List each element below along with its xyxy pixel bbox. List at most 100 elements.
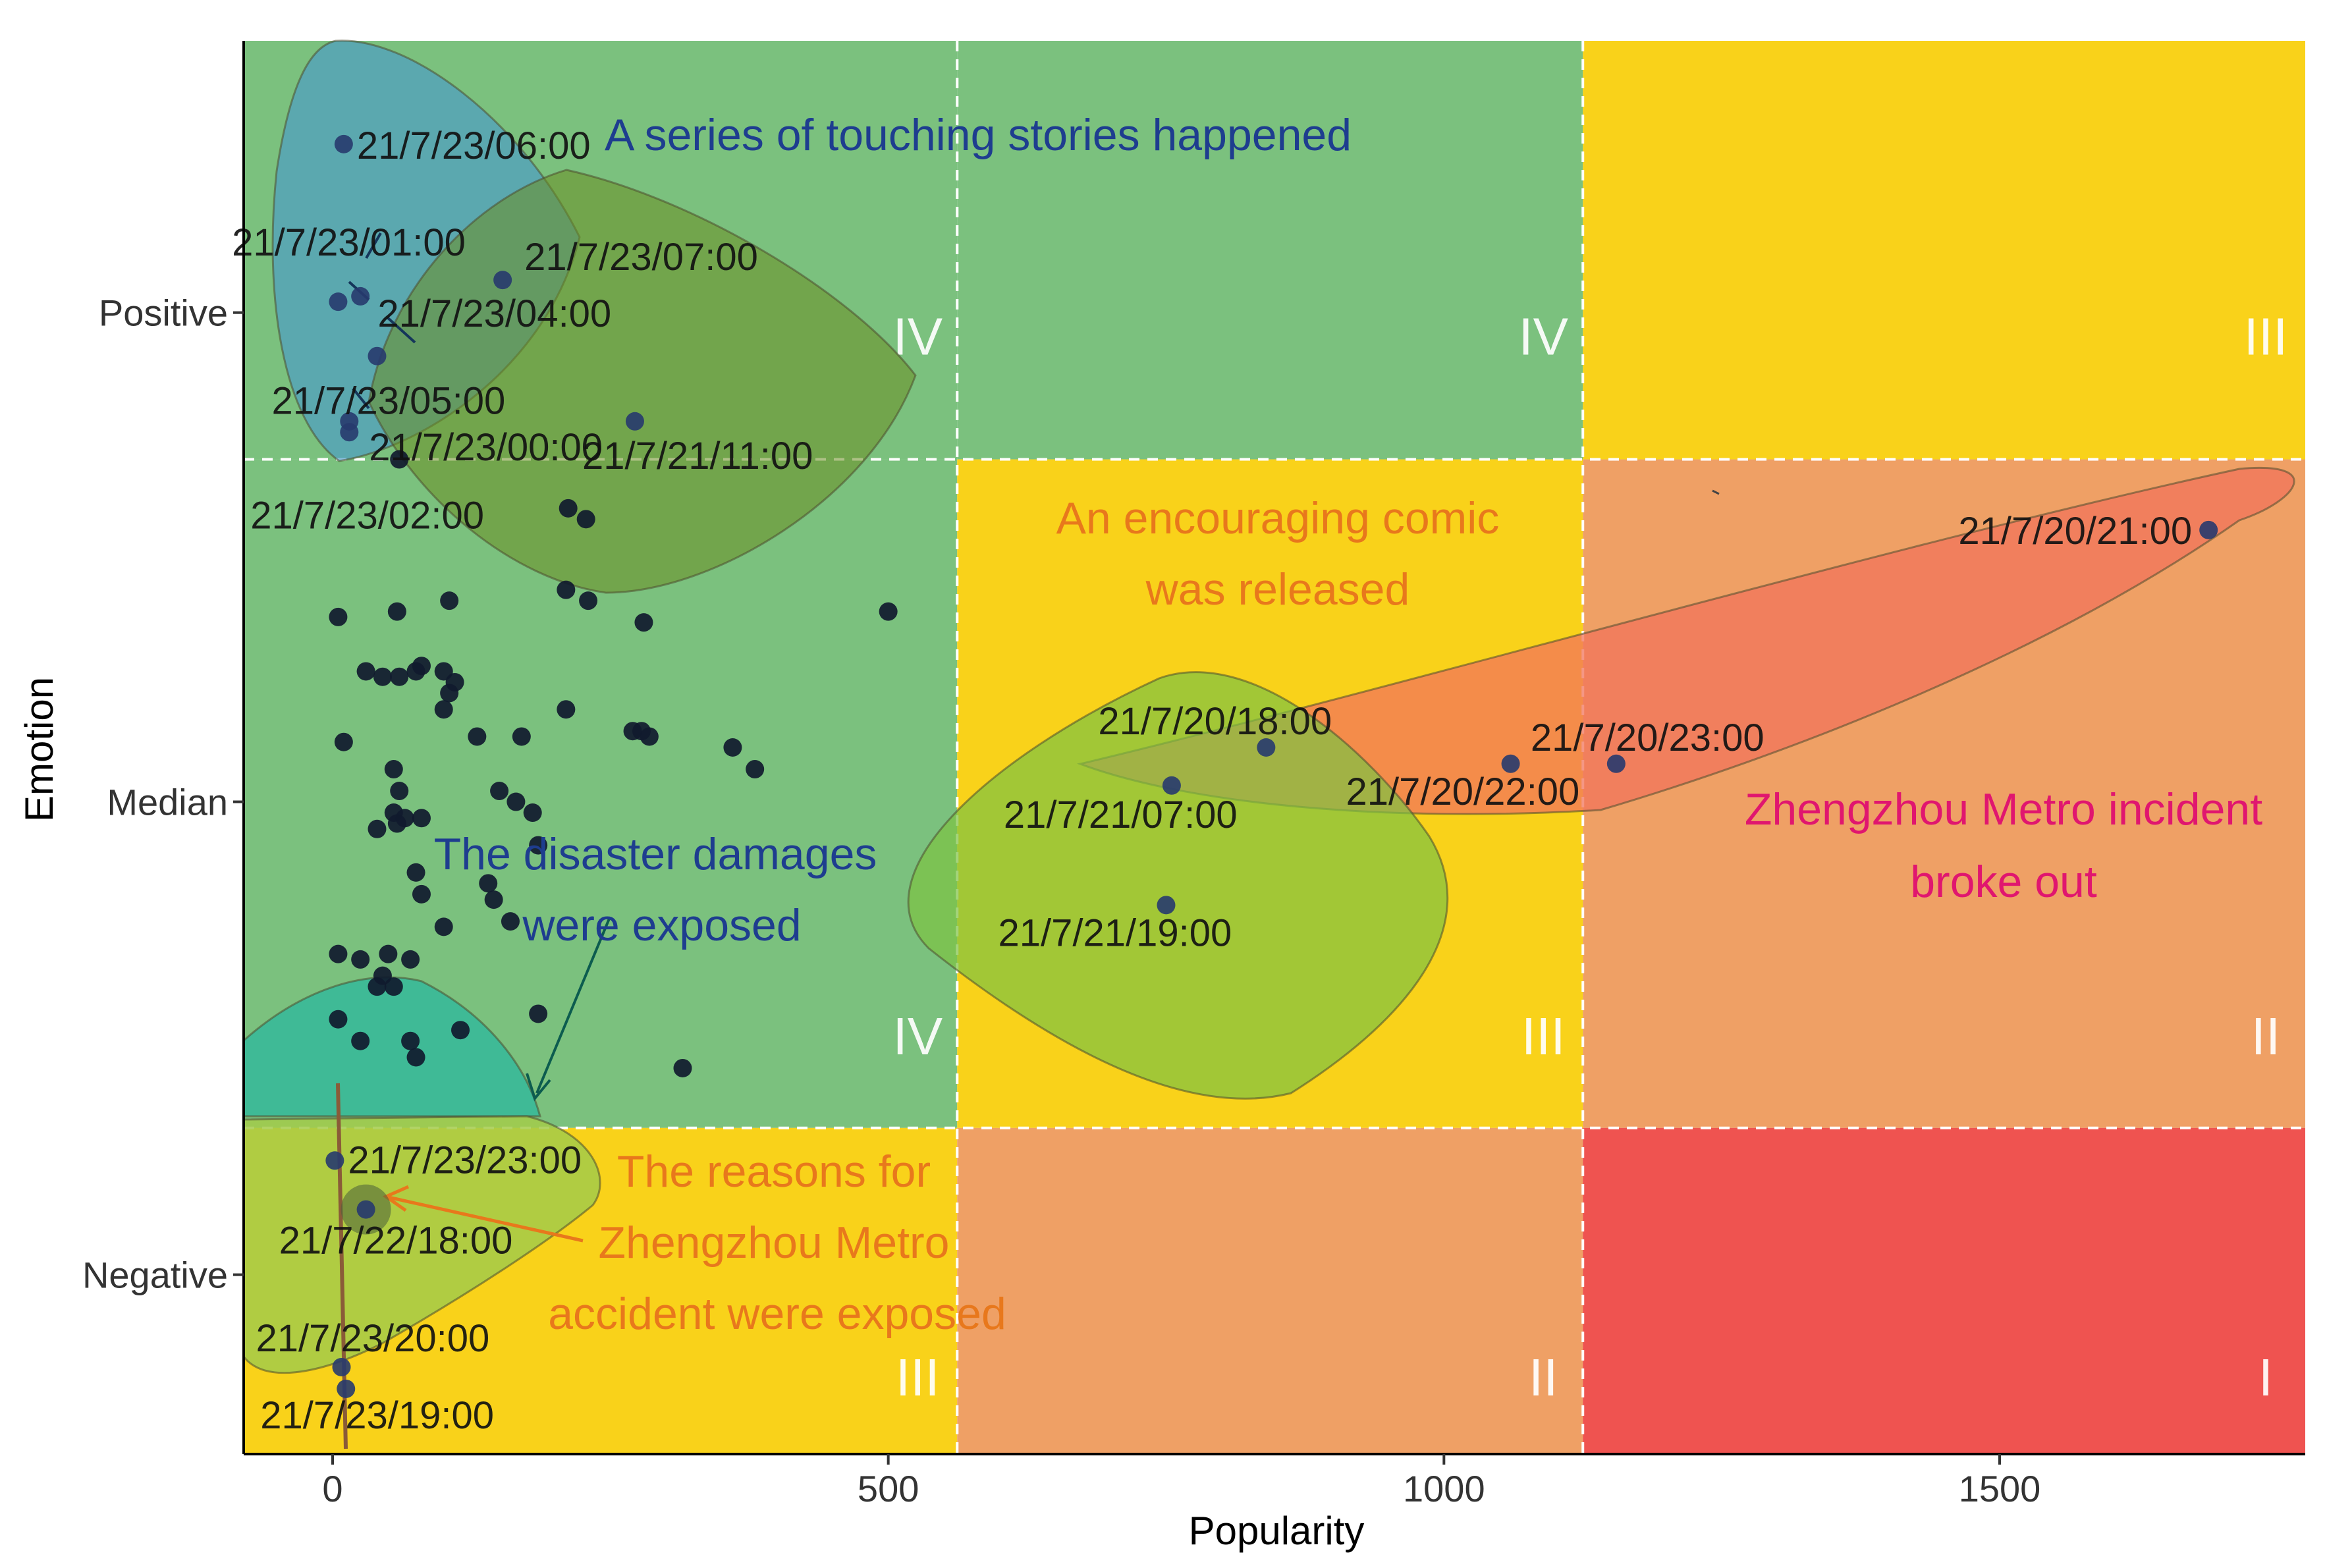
ann-metro-line1: Zhengzhou Metro incident xyxy=(1745,784,2262,834)
point xyxy=(329,944,348,963)
point xyxy=(490,782,509,801)
point-label: 21/7/23/04:00 xyxy=(377,292,611,335)
point-label: 21/7/23/05:00 xyxy=(271,380,505,423)
labeled-point xyxy=(1501,754,1520,773)
point xyxy=(440,684,459,703)
region-exposed-green xyxy=(907,671,1449,1100)
ann-reasons-line3: accident were exposed xyxy=(548,1289,1006,1339)
zone-IV-1 xyxy=(957,41,1583,460)
point xyxy=(412,809,431,828)
labeled-point xyxy=(1157,896,1176,915)
point xyxy=(479,874,498,893)
point xyxy=(523,803,542,823)
point xyxy=(673,1058,692,1077)
point xyxy=(723,738,742,757)
labeled-point xyxy=(337,1379,356,1398)
labeled-point xyxy=(368,346,387,365)
point xyxy=(368,819,387,838)
labeled-point xyxy=(1162,776,1181,795)
leader-2020-2100-mid xyxy=(1712,489,1720,495)
labeled-point xyxy=(351,286,370,306)
zone-label-4: III xyxy=(1521,1007,1566,1066)
annotations: A series of touching stories happened An… xyxy=(434,110,2263,1339)
point xyxy=(401,950,420,969)
region-disaster xyxy=(242,976,541,1118)
point xyxy=(746,760,765,779)
point-label: 21/7/21/11:00 xyxy=(582,435,813,477)
point xyxy=(406,1048,425,1067)
labeled-point xyxy=(332,1357,351,1376)
region-reasons xyxy=(242,1115,601,1374)
point xyxy=(395,809,414,828)
point xyxy=(406,863,425,882)
point xyxy=(401,1031,420,1050)
point-label: 21/7/22/18:00 xyxy=(279,1220,513,1262)
point xyxy=(387,602,406,621)
labeled-point xyxy=(325,1151,344,1170)
disaster-arrow-line xyxy=(535,918,611,1094)
region-metro-incident xyxy=(1076,467,2295,815)
point xyxy=(468,727,487,746)
point xyxy=(484,890,503,909)
point-label: 21/7/23/07:00 xyxy=(524,236,758,279)
point xyxy=(379,944,398,963)
labeled-point xyxy=(356,1200,375,1219)
point xyxy=(640,727,659,746)
point xyxy=(506,792,526,811)
labeled-point xyxy=(329,292,348,311)
point xyxy=(412,884,431,904)
zone-label-3: IV xyxy=(892,1007,943,1066)
labeled-point xyxy=(334,134,353,153)
point xyxy=(451,1021,470,1040)
zone-label-0: IV xyxy=(892,308,943,366)
y-axis-title: Emotion xyxy=(17,677,61,822)
point xyxy=(440,591,459,610)
x-tick-label: 0 xyxy=(322,1468,342,1509)
y-tick-label: Median xyxy=(107,782,228,823)
point xyxy=(373,667,392,686)
ann-disaster-line1: The disaster damages xyxy=(434,829,877,879)
zone-label-1: IV xyxy=(1518,308,1568,366)
zone-II-7 xyxy=(957,1127,1583,1454)
point-label: 21/7/23/19:00 xyxy=(260,1394,494,1437)
x-tick-label: 500 xyxy=(858,1468,919,1509)
point xyxy=(356,662,375,681)
point xyxy=(501,912,520,931)
zone-label-8: I xyxy=(2258,1348,2273,1407)
point xyxy=(390,667,409,686)
labeled-point xyxy=(493,271,512,290)
y-tick-label: Negative xyxy=(82,1255,228,1296)
x-axis-title: Popularity xyxy=(1189,1509,1365,1553)
point xyxy=(576,510,595,529)
point xyxy=(384,977,403,996)
ann-disaster-line2: were exposed xyxy=(522,900,801,950)
point xyxy=(334,732,353,751)
point-label: 21/7/23/06:00 xyxy=(357,124,591,167)
point-labels: 21/7/23/06:00 21/7/23/01:00 21/7/23/07:00 2… xyxy=(232,124,2192,1437)
point-label: 21/7/23/20:00 xyxy=(256,1317,489,1360)
point xyxy=(329,607,348,626)
ann-touching-stories: A series of touching stories happened xyxy=(605,110,1352,160)
leader-0000 xyxy=(386,316,416,344)
point xyxy=(579,591,598,610)
point xyxy=(559,499,578,518)
point xyxy=(634,613,653,632)
labeled-point xyxy=(625,412,644,431)
point-label: 21/7/23/00:00 xyxy=(369,426,603,469)
point-label: 21/7/23/01:00 xyxy=(232,221,466,264)
point-label: 21/7/21/07:00 xyxy=(1004,794,1238,836)
leader-0100 xyxy=(365,232,382,259)
zone-label-6: III xyxy=(896,1348,940,1407)
point xyxy=(557,580,576,599)
zone-label-7: II xyxy=(1529,1348,1558,1407)
point-label: 21/7/23/02:00 xyxy=(250,494,484,537)
ann-reasons-line2: Zhengzhou Metro xyxy=(599,1218,950,1268)
point xyxy=(512,727,531,746)
disaster-arrow-head xyxy=(526,1073,551,1102)
axes: 0 500 1000 1500 Positive Median Negative xyxy=(82,41,2305,1509)
point xyxy=(329,1010,348,1029)
data-points xyxy=(325,134,2218,1398)
ann-comic-line2: was released xyxy=(1145,564,1410,614)
point xyxy=(557,700,576,719)
point xyxy=(412,657,431,676)
